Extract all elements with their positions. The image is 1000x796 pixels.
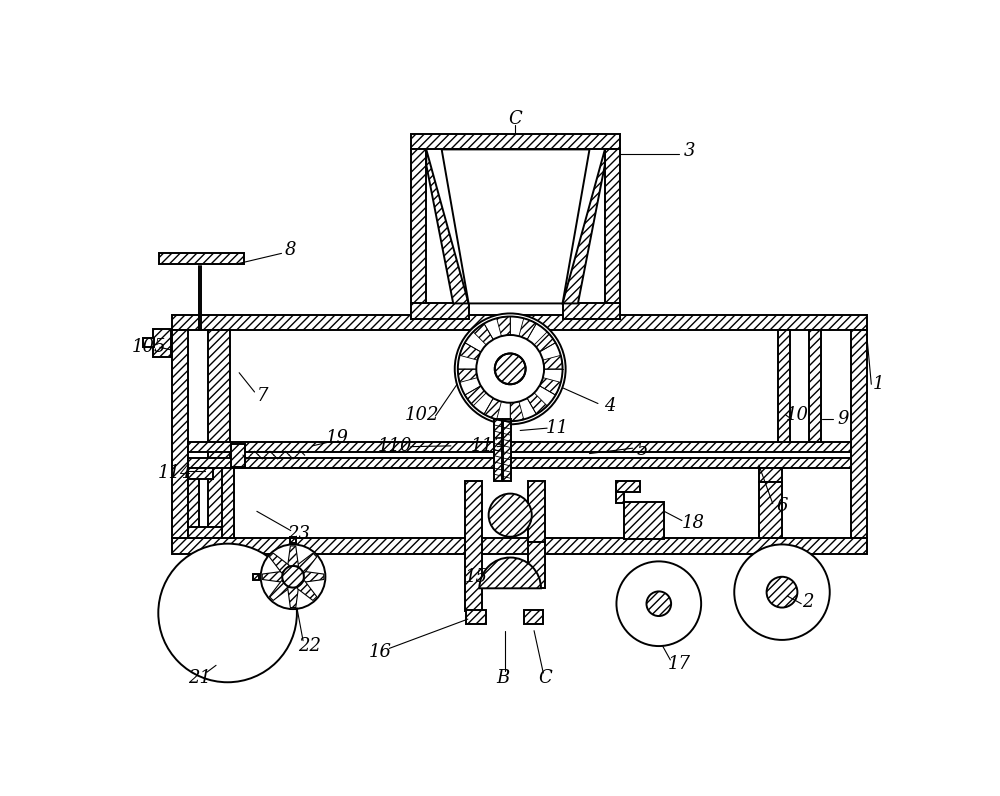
Circle shape xyxy=(495,353,526,384)
Wedge shape xyxy=(497,317,510,336)
Text: B: B xyxy=(497,669,510,688)
Circle shape xyxy=(767,577,797,607)
Bar xyxy=(528,542,545,588)
Bar xyxy=(188,442,851,452)
Bar xyxy=(616,481,640,492)
Text: 5: 5 xyxy=(636,441,648,458)
Bar xyxy=(253,574,259,579)
Wedge shape xyxy=(543,355,563,369)
Text: 113: 113 xyxy=(471,437,505,455)
Wedge shape xyxy=(479,557,541,588)
Text: 2: 2 xyxy=(802,593,814,611)
Bar xyxy=(524,610,543,624)
Polygon shape xyxy=(269,580,289,600)
Bar xyxy=(605,150,620,319)
Bar xyxy=(222,468,234,538)
Text: 23: 23 xyxy=(287,525,310,544)
Bar xyxy=(159,253,244,264)
Text: 4: 4 xyxy=(605,397,616,415)
Wedge shape xyxy=(484,398,501,419)
Polygon shape xyxy=(426,150,469,303)
Polygon shape xyxy=(262,572,282,582)
Bar xyxy=(624,502,664,539)
Polygon shape xyxy=(297,580,317,600)
Bar xyxy=(809,330,821,442)
Polygon shape xyxy=(269,553,289,573)
Text: 105: 105 xyxy=(132,338,166,357)
Text: 114: 114 xyxy=(158,464,192,482)
Wedge shape xyxy=(510,402,524,421)
Text: 9: 9 xyxy=(838,410,849,428)
Wedge shape xyxy=(465,386,486,406)
Bar xyxy=(188,468,199,538)
Wedge shape xyxy=(534,332,556,352)
Bar xyxy=(172,330,188,538)
Bar xyxy=(503,419,511,481)
Bar xyxy=(616,492,624,503)
Circle shape xyxy=(646,591,671,616)
Bar xyxy=(188,458,851,468)
Text: 18: 18 xyxy=(682,514,705,532)
Bar xyxy=(172,315,867,330)
Bar xyxy=(563,303,620,319)
Circle shape xyxy=(282,566,304,587)
Wedge shape xyxy=(473,323,493,345)
Polygon shape xyxy=(288,587,298,607)
Bar xyxy=(759,468,782,482)
Polygon shape xyxy=(297,553,317,573)
Bar xyxy=(188,468,213,479)
Text: 6: 6 xyxy=(776,497,788,515)
Text: 19: 19 xyxy=(325,429,348,447)
Text: C: C xyxy=(538,669,552,688)
Text: 11: 11 xyxy=(546,419,569,437)
Polygon shape xyxy=(442,150,590,303)
Bar xyxy=(411,134,620,150)
Circle shape xyxy=(158,544,297,682)
Wedge shape xyxy=(540,377,561,395)
Text: 110: 110 xyxy=(377,437,412,455)
Wedge shape xyxy=(519,318,536,340)
Wedge shape xyxy=(460,343,481,360)
Text: 17: 17 xyxy=(668,655,691,673)
Text: 15: 15 xyxy=(465,568,488,586)
Text: C: C xyxy=(508,110,522,127)
Text: 21: 21 xyxy=(188,669,211,687)
Bar xyxy=(143,338,154,347)
Polygon shape xyxy=(288,546,298,566)
Polygon shape xyxy=(304,572,324,582)
Bar xyxy=(208,330,230,538)
Bar xyxy=(231,443,245,466)
Circle shape xyxy=(476,335,544,403)
Bar xyxy=(759,482,782,538)
Bar xyxy=(411,150,426,319)
Wedge shape xyxy=(527,393,547,414)
Text: 3: 3 xyxy=(684,142,695,160)
Text: 22: 22 xyxy=(298,637,321,655)
Bar xyxy=(172,538,867,554)
Bar xyxy=(465,481,482,611)
Bar xyxy=(188,527,234,538)
Text: 8: 8 xyxy=(285,240,296,259)
Text: 7: 7 xyxy=(256,387,268,405)
Bar xyxy=(411,303,469,319)
Circle shape xyxy=(455,314,566,424)
Bar xyxy=(466,610,486,624)
Bar xyxy=(528,481,545,542)
Bar xyxy=(153,329,171,357)
Text: 1: 1 xyxy=(872,375,884,393)
Circle shape xyxy=(734,544,830,640)
Circle shape xyxy=(489,494,532,537)
Text: 10: 10 xyxy=(786,406,809,424)
Bar xyxy=(290,537,296,543)
Text: 102: 102 xyxy=(404,406,439,424)
Circle shape xyxy=(616,561,701,646)
Polygon shape xyxy=(563,150,605,303)
Bar xyxy=(851,330,867,538)
Circle shape xyxy=(261,544,325,609)
Wedge shape xyxy=(458,369,477,382)
Bar xyxy=(494,419,502,481)
Bar xyxy=(778,330,790,442)
Text: 16: 16 xyxy=(369,643,392,661)
